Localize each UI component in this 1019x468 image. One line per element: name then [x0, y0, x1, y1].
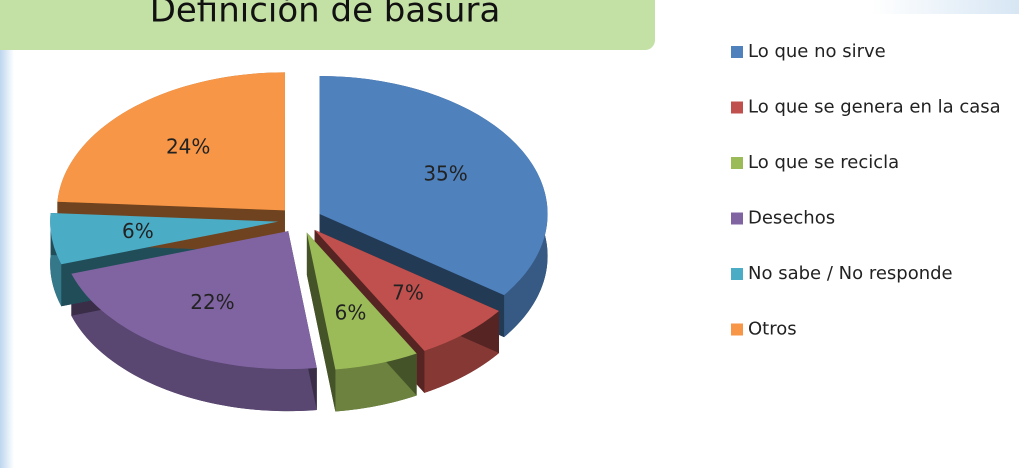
slice — [306, 232, 417, 370]
slice — [50, 212, 279, 265]
slice — [314, 229, 500, 351]
title-box — [0, 0, 655, 50]
data-label: 6% — [335, 300, 367, 324]
data-label: 24% — [166, 135, 210, 159]
data-label: 7% — [392, 281, 424, 305]
slice-edge — [71, 273, 317, 412]
slice — [57, 72, 285, 211]
legend-swatch — [731, 101, 743, 114]
legend-label: Lo que no sirve — [748, 41, 886, 62]
chart-title: Definición de basura — [150, 0, 501, 31]
data-label: 22% — [190, 290, 234, 314]
legend-swatch — [731, 212, 743, 225]
slice — [71, 231, 317, 370]
slide-edge — [0, 0, 14, 468]
legend-label: Lo que se recicla — [748, 152, 899, 173]
slice — [319, 76, 548, 296]
legend-swatch — [731, 46, 743, 58]
data-label: 35% — [423, 162, 467, 186]
legend-swatch — [731, 157, 743, 169]
legend-swatch — [731, 323, 743, 336]
legend-swatch — [731, 268, 743, 280]
legend-label: Lo que se genera en la casa — [748, 97, 1001, 118]
data-label: 6% — [122, 219, 154, 243]
legend-label: Otros — [748, 319, 797, 340]
legend-label: No sabe / No responde — [748, 263, 953, 284]
slide-band — [650, 0, 1019, 14]
legend-label: Desechos — [748, 208, 835, 229]
slice-wall — [57, 72, 285, 253]
slice-edge — [50, 212, 62, 307]
